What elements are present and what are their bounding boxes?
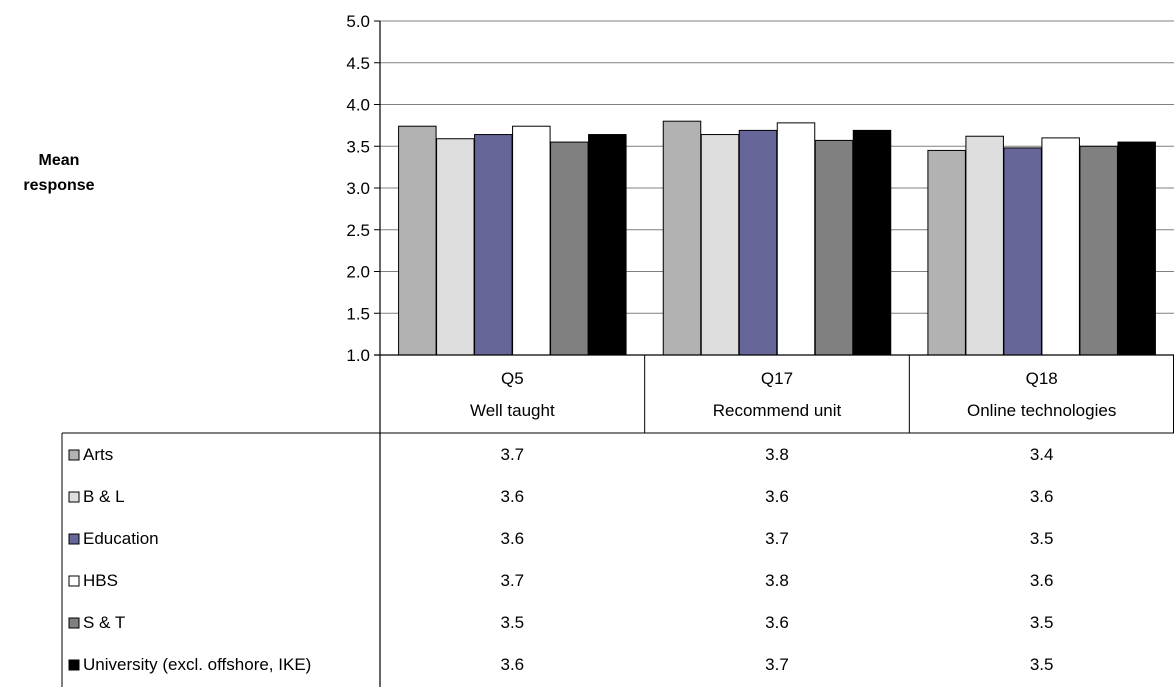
bar-education-q17 [738, 129, 778, 356]
y-tick-label: 1.5 [346, 304, 370, 323]
legend-swatch-hbs [68, 575, 80, 587]
data-table-value: 3.7 [501, 445, 525, 464]
legend-swatch-education [68, 533, 80, 545]
legend-entry-label: University (excl. offshore, IKE) [83, 655, 311, 674]
bar-arts-q17 [662, 120, 702, 356]
data-table-value: 3.8 [765, 445, 789, 464]
y-tick-label: 1.0 [346, 346, 370, 365]
y-axis-label: Mean response [0, 148, 118, 198]
y-tick-label: 3.5 [346, 137, 370, 156]
bar-s-t-q17 [814, 139, 854, 356]
legend-swatch-s-t [68, 617, 80, 629]
bar-hbs-q17 [776, 122, 816, 356]
data-table-value: 3.4 [1030, 445, 1054, 464]
y-tick-label: 4.0 [346, 96, 370, 115]
bar-b-l-q5 [436, 138, 475, 356]
category-name-label: Online technologies [967, 401, 1116, 420]
bar-s-t-q5 [550, 141, 589, 356]
bar-s-t-q18 [1079, 145, 1118, 356]
data-table-value: 3.7 [501, 571, 525, 590]
bar-b-l-q18 [965, 135, 1004, 356]
legend-entry-label: B & L [83, 487, 125, 506]
y-tick-label: 4.5 [346, 54, 370, 73]
bar-university-excl-offshore-ike--q17 [852, 129, 892, 356]
data-table-value: 3.6 [765, 487, 789, 506]
data-table-value: 3.6 [501, 529, 525, 548]
bar-arts-q18 [927, 149, 966, 356]
category-code-label: Q17 [761, 369, 793, 388]
data-table-value: 3.6 [765, 613, 789, 632]
data-table-value: 3.8 [765, 571, 789, 590]
legend-entry-label: S & T [83, 613, 125, 632]
bar-university-excl-offshore-ike--q5 [588, 134, 627, 356]
bar-arts-q5 [398, 125, 437, 356]
data-table-value: 3.7 [765, 655, 789, 674]
category-code-label: Q5 [501, 369, 524, 388]
legend-entry-label: Arts [83, 445, 113, 464]
y-axis-label-line-1: Mean [38, 152, 80, 169]
legend-swatch-arts [68, 449, 80, 461]
bar-education-q5 [474, 134, 513, 356]
legend-swatch-university-excl-offshore-ike- [68, 659, 80, 671]
data-table-value: 3.6 [1030, 571, 1054, 590]
data-table-value: 3.5 [1030, 613, 1054, 632]
data-table-value: 3.7 [765, 529, 789, 548]
data-table-value: 3.5 [501, 613, 525, 632]
category-code-label: Q18 [1026, 369, 1058, 388]
data-table-value: 3.6 [501, 655, 525, 674]
data-table-value: 3.6 [501, 487, 525, 506]
data-table-value: 3.5 [1030, 529, 1054, 548]
category-name-label: Well taught [470, 401, 555, 420]
y-tick-label: 5.0 [346, 12, 370, 31]
y-tick-label: 2.5 [346, 221, 370, 240]
bar-b-l-q17 [700, 134, 740, 356]
legend-swatch-b-l [68, 491, 80, 503]
bar-education-q18 [1003, 147, 1042, 356]
bar-hbs-q5 [512, 125, 551, 356]
y-axis-label-line-2: response [23, 177, 95, 194]
legend-entry-label: HBS [83, 571, 118, 590]
legend-entry-label: Education [83, 529, 159, 548]
category-name-label: Recommend unit [713, 401, 842, 420]
data-table-value: 3.5 [1030, 655, 1054, 674]
bar-university-excl-offshore-ike--q18 [1117, 141, 1156, 356]
y-tick-label: 2.0 [346, 263, 370, 282]
data-table-value: 3.6 [1030, 487, 1054, 506]
bar-hbs-q18 [1041, 137, 1080, 356]
y-tick-label: 3.0 [346, 179, 370, 198]
